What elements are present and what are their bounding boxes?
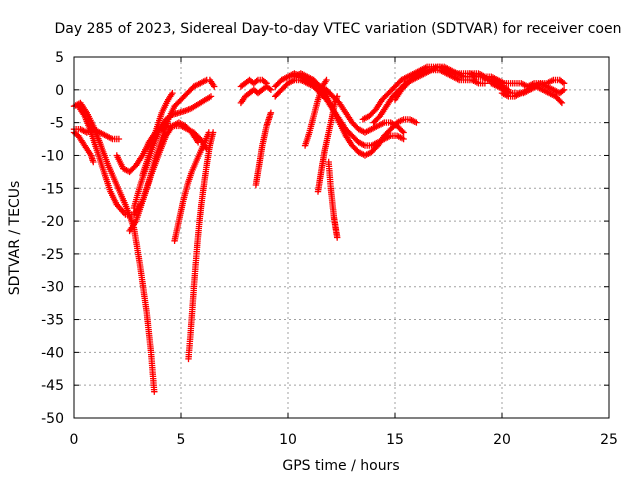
data-track-19 [314,93,341,195]
data-track-20 [325,158,341,241]
y-tick-label: -20 [41,214,64,230]
axis-ticks: 0 5 10 15 20 25 5 0 -5 -10 -15 -20 -25 -30 -35 -40 -45 -5… [41,50,618,448]
x-tick-label: 0 [70,432,79,448]
x-tick-label: 20 [493,432,511,448]
x-tick-label: 15 [386,432,404,448]
data-points [237,83,275,107]
data-points [301,76,330,149]
x-axis-label: GPS time / hours [282,458,399,474]
data-points [314,93,341,195]
grid [74,57,609,418]
y-tick-label: -5 [50,116,64,132]
chart-title: Day 285 of 2023, Sidereal Day-to-day VTE… [55,21,622,37]
y-tick-label: -30 [41,280,64,296]
x-tick-label: 25 [600,432,618,448]
y-axis-label: SDTVAR / TECUs [7,181,23,296]
data-track-23 [391,66,489,103]
data-points [171,129,212,244]
data-points [498,80,568,100]
data-track-16 [272,76,407,149]
data-points [391,66,489,103]
data-points [272,76,407,149]
y-tick-label: -45 [41,378,64,394]
y-tick-label: 5 [55,50,64,66]
y-tick-label: -50 [41,411,64,427]
y-tick-label: -35 [41,313,64,329]
y-tick-label: -15 [41,181,64,197]
y-tick-label: 0 [55,83,64,99]
data-track-11 [206,76,218,90]
data-track-8 [139,89,176,179]
data-track-26 [498,80,568,100]
data-points [206,76,218,90]
y-tick-label: -25 [41,247,64,263]
plot-frame [73,56,610,419]
data-track-18 [301,76,330,149]
x-tick-label: 5 [177,432,186,448]
data-track-12 [237,76,270,90]
data-points [185,129,217,363]
x-tick-label: 10 [279,432,297,448]
data-points [139,89,176,179]
data-points [237,76,270,90]
data-track-13 [237,83,275,107]
data-points [252,109,275,189]
data-points [325,158,341,241]
data-track-14 [252,109,275,189]
data-marks [70,63,568,395]
y-tick-label: -40 [41,345,64,361]
data-track-10 [185,129,217,363]
data-track-9 [171,129,212,244]
y-tick-label: -10 [41,148,64,164]
